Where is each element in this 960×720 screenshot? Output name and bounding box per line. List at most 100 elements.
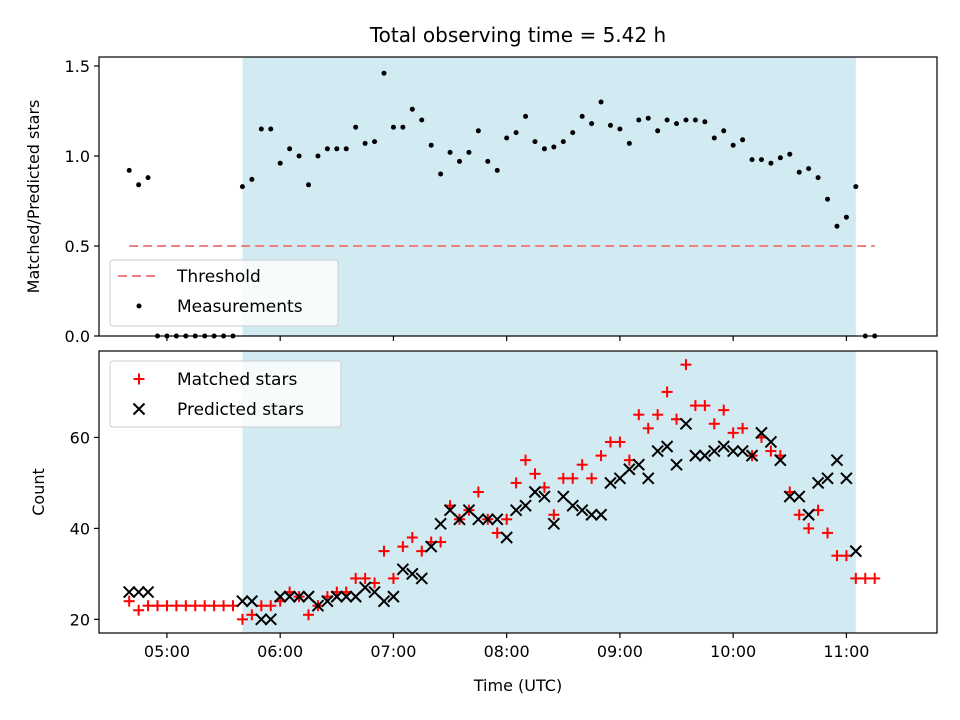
matched-star-marker	[378, 545, 390, 557]
measurement-point	[523, 113, 529, 119]
predicted-star-marker	[255, 613, 268, 626]
matched-star-marker	[567, 472, 579, 484]
measurement-point	[721, 128, 727, 134]
measurement-point	[438, 171, 444, 177]
matched-star-marker	[793, 509, 805, 521]
matched-star-marker	[397, 541, 409, 553]
predicted-star-marker	[642, 472, 655, 485]
matched-star-marker	[708, 418, 720, 430]
predicted-star-marker	[424, 540, 438, 553]
measurement-point	[334, 146, 340, 152]
matched-star-marker	[822, 527, 834, 539]
measurement-point	[740, 137, 746, 143]
measurement-point	[306, 182, 311, 188]
measurement-point	[456, 158, 462, 164]
predicted-star-marker	[368, 585, 381, 599]
chart-title: Total observing time = 5.42 h	[369, 23, 666, 47]
count-axes-frame	[98, 350, 938, 634]
matched-star-marker	[652, 409, 664, 421]
matched-star-marker	[869, 572, 881, 584]
predicted-star-marker	[793, 490, 806, 503]
measurement-point	[258, 126, 264, 132]
y-tick-label: 1.0	[65, 147, 90, 166]
matched-star-marker	[529, 468, 541, 480]
matched-star-marker	[350, 572, 362, 584]
predicted-star-marker	[670, 458, 683, 471]
matched-star-marker	[614, 436, 626, 448]
predicted-star-marker	[491, 513, 504, 526]
measurement-point	[353, 124, 359, 130]
matched-star-marker	[218, 600, 230, 612]
matched-star-marker	[604, 436, 616, 448]
x-tick-label: 06:00	[257, 642, 303, 661]
measurement-point	[428, 142, 434, 148]
y-tick-label: 20	[70, 610, 90, 629]
predicted-star-marker	[236, 594, 249, 608]
predicted-star-marker	[717, 440, 730, 453]
predicted-star-marker	[613, 472, 627, 485]
predicted-star-marker	[321, 594, 334, 608]
matched-star-marker	[387, 572, 399, 584]
matched-star-marker	[520, 454, 532, 466]
ratio-legend-box	[109, 259, 339, 327]
matched-star-marker	[236, 613, 248, 625]
measurement-point	[541, 146, 547, 152]
predicted-star-marker	[745, 449, 759, 462]
measurement-point	[400, 124, 406, 130]
predicted-star-marker	[406, 567, 419, 581]
measurement-point	[843, 214, 849, 220]
predicted-star-marker	[245, 594, 259, 608]
y-tick-label: 0.5	[65, 237, 90, 256]
matched-star-marker	[633, 409, 645, 421]
measurement-point	[645, 115, 651, 121]
predicted-star-marker	[736, 444, 749, 458]
predicted-star-marker	[434, 517, 447, 531]
matched-star-marker	[123, 595, 135, 607]
predicted-star-marker	[660, 440, 674, 453]
predicted-star-marker	[755, 426, 768, 440]
predicted-star-marker	[283, 590, 296, 603]
predicted-star-marker	[509, 503, 523, 517]
matched-star-marker	[557, 472, 569, 484]
count-y-axis-label: Count	[29, 468, 48, 516]
predicted-star-marker	[132, 585, 145, 599]
measurement-point	[126, 167, 132, 173]
predicted-star-marker	[840, 472, 853, 485]
matched-star-marker	[303, 609, 314, 621]
predicted-star-marker	[415, 572, 428, 585]
predicted-star-marker	[358, 581, 372, 594]
predicted-star-marker	[632, 458, 645, 471]
predicted-star-marker	[811, 476, 825, 490]
predicted-star-marker	[311, 599, 325, 612]
x-tick-label: 11:00	[823, 642, 869, 661]
measurement-point	[136, 182, 142, 188]
matched-star-marker	[152, 600, 164, 612]
measurement-point	[419, 117, 425, 123]
predicted-star-marker	[519, 499, 532, 512]
matched-star-marker	[180, 600, 192, 612]
predicted-star-marker	[585, 508, 598, 521]
predicted-star-marker	[726, 444, 740, 458]
measurement-point	[494, 167, 500, 173]
measurement-point	[287, 146, 293, 152]
count-legend: Matched stars Predicted stars	[109, 360, 342, 428]
matched-star-marker	[199, 600, 211, 612]
predicted-star-marker	[273, 590, 287, 603]
measurement-point	[239, 184, 245, 190]
predicted-star-marker	[538, 490, 551, 503]
matched-star-marker	[859, 572, 871, 584]
measurement-point	[570, 130, 576, 136]
matched-star-marker	[831, 550, 843, 562]
count-panel: 20 40 60 05:00 06:00 07:00 08:00 09:00 10:00 11:…	[29, 350, 938, 695]
measurement-point	[447, 149, 453, 155]
measurement-point	[598, 99, 604, 105]
matched-star-marker	[265, 600, 277, 612]
matched-star-marker	[472, 486, 484, 498]
measurement-point	[390, 124, 396, 130]
predicted-star-marker	[557, 490, 570, 503]
predicted-star-marker	[566, 499, 579, 512]
matched-star-marker	[595, 450, 607, 462]
matched-star-marker	[689, 400, 701, 412]
legend-matched-swatch	[133, 373, 145, 385]
predicted-star-marker	[264, 613, 277, 626]
